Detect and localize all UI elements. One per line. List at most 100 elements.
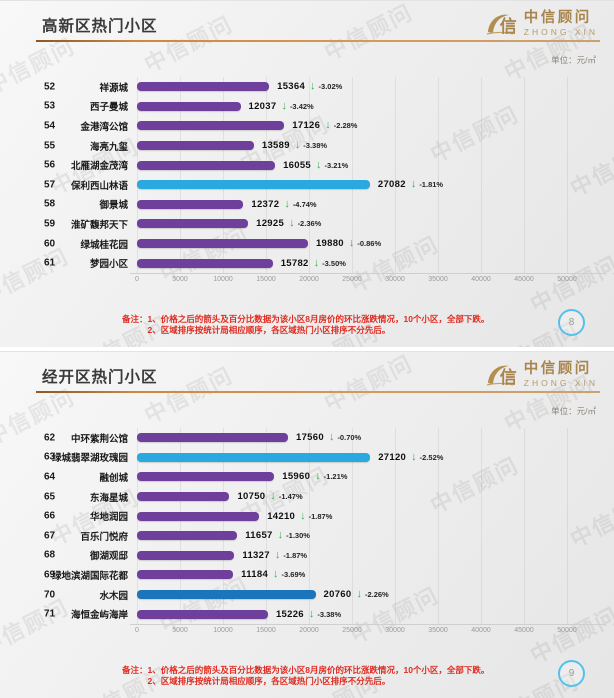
price-value: 11184 [241, 569, 269, 581]
axis-tick-label: 35000 [428, 627, 448, 634]
axis-tick-label: 45000 [514, 627, 534, 634]
axis-gridline [309, 77, 310, 273]
price-value: 17560 [296, 432, 324, 444]
value-bar [137, 219, 249, 229]
x-axis-line [130, 273, 606, 274]
axis-gridline [567, 428, 568, 624]
brand-logo-icon: 信 [485, 360, 517, 390]
row-community-name: 御景城 [99, 200, 128, 212]
bar-area: 27082 ↓ -1.81% [137, 175, 614, 195]
footnote-prefix: 备注： [122, 314, 148, 324]
axis-tick-label: 40000 [471, 276, 491, 283]
down-arrow-icon: ↓ [281, 99, 287, 112]
bar-area: 15960 ↓ -1.21% [137, 467, 614, 487]
price-value: 16055 [283, 159, 311, 171]
brand-logo-text: 中信顾问 ZHONG XIN [523, 360, 598, 389]
price-value: 11657 [245, 530, 273, 542]
change-percent: -3.38% [317, 609, 342, 619]
bar-area: 11327 ↓ -1.87% [137, 546, 614, 566]
axis-gridline [180, 428, 181, 624]
brand-name-en: ZHONG XIN [523, 378, 598, 389]
bar-area: 15364 ↓ -3.02% [137, 77, 614, 97]
change-percent: -1.87% [308, 511, 333, 521]
axis-gridline [395, 77, 396, 273]
price-value: 10750 [237, 491, 266, 503]
axis-tick-label: 20000 [299, 627, 319, 634]
chart-row: 71 海恒金屿海岸 15226 ↓ -3.38% [0, 604, 614, 624]
price-value: 15782 [280, 257, 309, 269]
page-number-badge: 8 [558, 309, 585, 336]
value-bar [137, 101, 241, 111]
change-percent: -2.28% [333, 121, 358, 131]
axis-tick-label: 5000 [172, 627, 188, 634]
footnote-prefix: 备注： [122, 665, 148, 675]
row-community-name: 保利西山林语 [70, 180, 128, 192]
row-community-name: 金港湾公馆 [80, 121, 128, 133]
down-arrow-icon: ↓ [348, 237, 355, 250]
bar-area: 16055 ↓ -3.21% [137, 155, 614, 175]
chart-row: 69 绿地滨湖国际花都 11184 ↓ -3.69% [0, 565, 614, 585]
row-community-name: 绿城桂花园 [80, 239, 128, 251]
footnote-line-2: 2、区域排序按统计局相应顺序，各区域热门小区排序不分先后。 [147, 325, 391, 335]
price-value: 15226 [275, 608, 304, 620]
brand-logo-icon: 信 [485, 9, 517, 39]
axis-gridline [567, 77, 568, 273]
row-rank: 60 [44, 238, 56, 250]
down-arrow-icon: ↓ [284, 197, 290, 210]
brand-name-en: ZHONG XIN [523, 27, 598, 38]
watermark-text: 中信顾问 [320, 351, 418, 417]
row-community-name: 东海星城 [89, 492, 128, 504]
change-percent: -4.74% [292, 199, 317, 209]
change-percent: -1.21% [323, 472, 348, 482]
axis-tick-label: 40000 [471, 627, 491, 634]
axis-tick-label: 25000 [342, 276, 362, 283]
row-community-name: 水木园 [99, 590, 128, 602]
change-percent: -1.30% [286, 531, 310, 541]
row-community-name: 融创城 [99, 472, 128, 484]
row-rank: 65 [44, 491, 56, 503]
chart-row: 65 东海星城 10750 ↓ -1.47% [0, 487, 614, 507]
price-value: 15960 [282, 471, 311, 483]
brand-logo-char: 信 [499, 368, 517, 387]
chart-row: 70 水木园 20760 ↓ -2.26% [0, 585, 614, 605]
title-underline [36, 391, 600, 393]
axis-tick-label: 50000 [557, 276, 577, 283]
row-rank: 70 [44, 589, 56, 601]
axis-gridline [438, 428, 439, 624]
row-rank: 64 [44, 471, 56, 483]
axis-gridline [524, 428, 525, 624]
slide-jingkai-district: 中信顾问 中信顾问 中信顾问 中信顾问 中信顾问 中信顾问 中信顾问 中信顾问 中信顾问 中信顾问… [0, 351, 614, 698]
down-arrow-icon: ↓ [273, 568, 279, 581]
row-rank: 52 [44, 81, 56, 93]
down-arrow-icon: ↓ [294, 139, 301, 152]
chart-row: 66 华地润园 14210 ↓ -1.87% [0, 506, 614, 526]
chart-row: 58 御景城 12372 ↓ -4.74% [0, 195, 614, 215]
bar-area: 12037 ↓ -3.42% [137, 97, 614, 117]
down-arrow-icon: ↓ [356, 588, 362, 601]
change-percent: -3.02% [318, 82, 343, 92]
price-value: 12372 [251, 198, 280, 210]
change-percent: -3.69% [281, 570, 306, 580]
value-bar [137, 472, 275, 482]
change-percent: -3.42% [289, 101, 314, 111]
page-title: 经开区热门小区 [42, 369, 158, 386]
price-value: 19880 [315, 238, 344, 250]
axis-tick-label: 10000 [213, 627, 233, 634]
axis-gridline [223, 428, 224, 624]
row-community-name: 华地润园 [89, 512, 128, 524]
price-value: 27082 [377, 179, 406, 191]
chart-row: 55 海亮九玺 13589 ↓ -3.38% [0, 136, 614, 156]
chart-row: 60 绿城桂花园 19880 ↓ -0.86% [0, 234, 614, 254]
bar-chart: 62 中环紫荆公馆 17560 ↓ -0.70% 63 绿城翡翠湖玫瑰园 27120 ↓ -2.5… [0, 428, 614, 640]
chart-row: 59 淮矿馥邦天下 12925 ↓ -2.36% [0, 214, 614, 234]
brand-name-cn: 中信顾问 [523, 360, 592, 377]
axis-gridline [137, 428, 138, 624]
axis-gridline [352, 77, 353, 273]
watermark-text: 中信顾问 [320, 0, 418, 66]
row-rank: 66 [44, 510, 56, 522]
bar-area: 11184 ↓ -3.69% [137, 565, 614, 585]
value-bar [137, 550, 235, 560]
unit-label: 单位：元/㎡ [551, 406, 596, 416]
value-bar [137, 160, 276, 170]
down-arrow-icon: ↓ [410, 178, 417, 191]
